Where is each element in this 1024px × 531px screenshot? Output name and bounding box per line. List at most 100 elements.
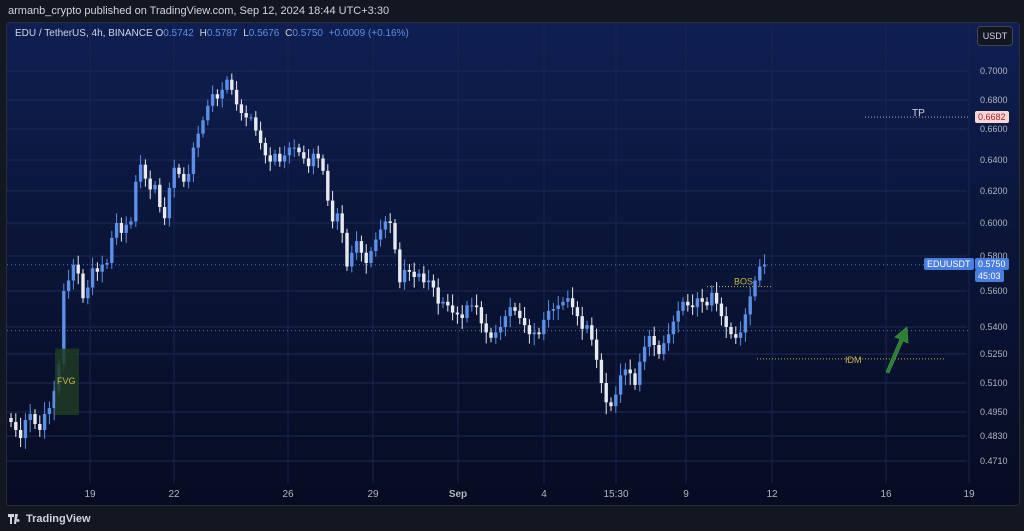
candle: [90, 257, 95, 296]
publish-line: armanb_crypto published on TradingView.c…: [8, 5, 390, 17]
y-tick-label: 0.6400: [980, 155, 1008, 165]
candle: [758, 258, 762, 287]
candle: [671, 315, 676, 344]
candle: [604, 372, 608, 415]
candle: [268, 147, 272, 172]
candle: [518, 303, 522, 325]
candle: [364, 244, 368, 274]
candle: [542, 312, 546, 341]
candle: [695, 292, 700, 317]
candle: [494, 324, 498, 344]
symbol-label[interactable]: EDU / TetherUS, 4h, BINANCE: [15, 28, 153, 39]
candle: [537, 327, 541, 339]
brand-label: TradingView: [26, 513, 91, 525]
up-arrow-icon: [885, 326, 909, 374]
candle: [71, 258, 76, 290]
y-tick-label: 0.6600: [980, 124, 1008, 134]
close-key: C: [285, 28, 293, 39]
x-tick-label: 19: [84, 489, 96, 500]
candle: [278, 147, 282, 167]
candle: [378, 219, 383, 247]
tradingview-logo[interactable]: TradingView: [8, 512, 91, 526]
x-tick-label: 15:30: [603, 489, 628, 500]
candle: [383, 215, 388, 239]
y-tick-label: 0.4950: [980, 407, 1008, 417]
x-tick-label: 16: [880, 489, 892, 500]
y-tick-label: 0.6800: [980, 95, 1008, 105]
candle: [719, 297, 724, 326]
candle: [321, 154, 325, 175]
candle: [522, 307, 527, 333]
candle: [714, 282, 719, 312]
candlestick-chart[interactable]: TP BOS IDM FVG 0.7000 0.6800 0.6600 0.6400 0.62…: [7, 23, 1019, 505]
bos-label: BOS: [734, 277, 753, 287]
candle: [628, 359, 632, 386]
candle: [417, 269, 421, 282]
y-tick-label: 0.7000: [980, 66, 1008, 76]
candle: [297, 143, 301, 157]
candles: [9, 73, 767, 449]
candle: [585, 320, 589, 334]
y-axis[interactable]: 0.7000 0.6800 0.6600 0.6400 0.6200 0.6000 0.58…: [980, 66, 1008, 466]
y-tick-label: 0.6000: [980, 218, 1008, 228]
x-tick-label: 9: [683, 489, 689, 500]
candle: [489, 327, 493, 343]
candle: [474, 294, 479, 315]
candle: [124, 216, 128, 243]
y-tick-label: 0.6200: [980, 186, 1008, 196]
candle: [686, 294, 690, 312]
x-axis[interactable]: 19 22 26 29 Sep 4 15:30 9 12 16 19: [84, 489, 975, 500]
candle: [119, 217, 124, 242]
close-value: 0.5750: [292, 28, 323, 39]
candle: [158, 178, 162, 213]
candle: [422, 265, 426, 289]
candle: [9, 413, 13, 427]
candle: [426, 269, 431, 290]
y-tick-label: 0.5400: [980, 322, 1008, 332]
candle: [105, 258, 109, 270]
candle: [465, 300, 469, 323]
candle: [143, 159, 148, 187]
candle: [225, 76, 229, 94]
candle: [28, 403, 32, 433]
candle: [100, 255, 104, 283]
candle: [86, 279, 90, 305]
candle: [580, 306, 584, 340]
candle: [446, 294, 450, 312]
publish-header: armanb_crypto published on TradingView.c…: [0, 0, 1024, 22]
candle: [95, 262, 100, 281]
high-value: 0.5787: [206, 28, 238, 39]
chart-frame[interactable]: TP BOS IDM FVG 0.7000 0.6800 0.6600 0.6400 0.62…: [6, 22, 1020, 506]
y-tick-label: 0.5250: [980, 349, 1008, 359]
candle: [546, 299, 551, 328]
candle: [162, 197, 167, 226]
candle: [38, 415, 42, 437]
open-key: O: [155, 28, 164, 39]
candle: [234, 81, 239, 111]
currency-button[interactable]: USDT: [977, 26, 1013, 46]
candle: [527, 319, 532, 344]
annotations: TP BOS IDM FVG: [55, 108, 925, 415]
y-tick-label: 0.4710: [980, 456, 1008, 466]
footer-bar: TradingView: [0, 506, 1024, 531]
candle: [66, 269, 71, 299]
candle: [263, 137, 268, 164]
candle: [460, 305, 464, 329]
candle: [316, 145, 320, 168]
candle: [724, 306, 728, 338]
candle: [258, 121, 263, 150]
candle: [532, 323, 536, 346]
candle: [287, 142, 292, 164]
candle: [566, 290, 570, 308]
x-tick-label: 26: [282, 489, 294, 500]
candle: [354, 231, 359, 261]
candle: [167, 182, 172, 227]
fvg-label: FVG: [57, 376, 76, 386]
candle: [618, 363, 623, 403]
candle: [599, 353, 604, 394]
candle: [503, 310, 508, 337]
candle: [441, 297, 445, 309]
candle: [311, 148, 316, 175]
change-value: +0.0009 (+0.16%): [328, 28, 409, 39]
candle: [186, 164, 191, 189]
